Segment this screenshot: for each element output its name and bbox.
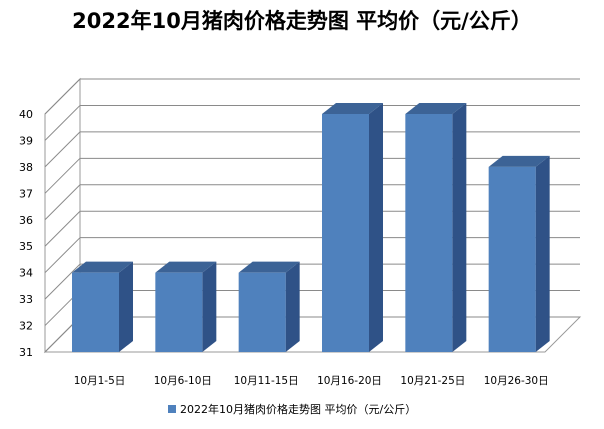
gridline-side bbox=[44, 131, 81, 168]
legend: 2022年10月猪肉价格走势图 平均价（元/公斤） bbox=[168, 402, 416, 416]
gridline-side bbox=[44, 105, 81, 141]
bars bbox=[72, 103, 550, 352]
bar-top bbox=[238, 261, 300, 273]
y-tick-label: 35 bbox=[19, 240, 33, 253]
y-tick-label: 33 bbox=[19, 293, 33, 306]
bar bbox=[155, 261, 217, 352]
y-tick-label: 34 bbox=[19, 267, 33, 280]
x-tick-label: 10月16-20日 bbox=[317, 375, 382, 387]
bar-front bbox=[488, 166, 536, 352]
x-tick-label: 10月6-10日 bbox=[154, 375, 212, 387]
bar-front bbox=[72, 272, 119, 352]
bar-top bbox=[488, 155, 550, 167]
y-tick-label: 36 bbox=[19, 214, 33, 227]
bar-front bbox=[155, 272, 203, 352]
bar-top bbox=[322, 103, 383, 114]
bar-front bbox=[322, 114, 369, 352]
bar-side bbox=[285, 261, 300, 352]
bar-side bbox=[119, 261, 133, 352]
bar bbox=[488, 155, 550, 352]
gridline-side bbox=[44, 237, 81, 274]
y-tick-label: 31 bbox=[19, 346, 33, 359]
bar-side bbox=[369, 103, 383, 352]
x-axis: 10月1-5日 10月6-10日 10月11-15日 10月16-20日 10月21-2… bbox=[74, 375, 549, 387]
x-tick-label: 10月11-15日 bbox=[234, 375, 299, 387]
bar bbox=[322, 103, 383, 352]
bar bbox=[405, 103, 467, 352]
bar bbox=[238, 261, 300, 352]
gridline-side bbox=[44, 157, 81, 194]
bar-top bbox=[405, 103, 467, 114]
gridline-side bbox=[44, 263, 81, 300]
bar-side bbox=[452, 103, 467, 352]
bar-side bbox=[202, 261, 217, 352]
gridline-side bbox=[44, 210, 81, 247]
y-tick-label: 37 bbox=[19, 187, 33, 200]
bar-side bbox=[535, 155, 550, 352]
bar-front bbox=[405, 114, 453, 352]
x-tick-label: 10月1-5日 bbox=[74, 375, 126, 387]
chart-title: 2022年10月猪肉价格走势图 平均价（元/公斤） bbox=[72, 9, 532, 33]
y-axis: 31 32 33 34 35 36 37 38 39 40 bbox=[19, 108, 33, 359]
gridline-side bbox=[44, 184, 81, 221]
y-tick-label: 39 bbox=[19, 134, 33, 147]
bar-top bbox=[72, 261, 133, 273]
y-tick-label: 32 bbox=[19, 320, 33, 333]
bar-top bbox=[155, 261, 217, 273]
bar-front bbox=[238, 272, 286, 352]
legend-swatch bbox=[168, 405, 176, 413]
x-tick-label: 10月21-25日 bbox=[400, 375, 465, 387]
gridline-side bbox=[44, 78, 81, 115]
legend-label: 2022年10月猪肉价格走势图 平均价（元/公斤） bbox=[180, 402, 416, 416]
x-tick-label: 10月26-30日 bbox=[484, 375, 549, 387]
y-tick-label: 40 bbox=[19, 108, 33, 121]
y-tick-label: 38 bbox=[19, 161, 33, 174]
bar bbox=[72, 261, 133, 352]
